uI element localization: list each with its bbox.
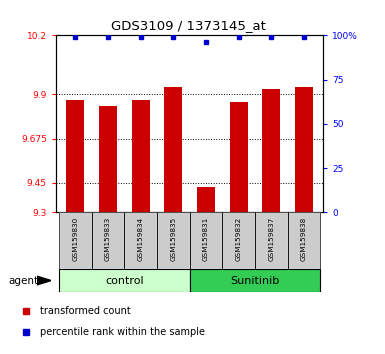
- Bar: [222, 212, 255, 269]
- Bar: [295, 86, 313, 212]
- Bar: [288, 212, 320, 269]
- Bar: [157, 212, 190, 269]
- Text: GDS3109 / 1373145_at: GDS3109 / 1373145_at: [111, 19, 266, 33]
- Text: agent: agent: [8, 275, 38, 286]
- Bar: [288, 212, 320, 269]
- Text: GSM159837: GSM159837: [268, 217, 274, 261]
- Text: Sunitinib: Sunitinib: [230, 275, 280, 286]
- Bar: [255, 212, 288, 269]
- Bar: [124, 212, 157, 269]
- Text: GSM159832: GSM159832: [236, 217, 241, 261]
- Bar: [59, 212, 92, 269]
- Bar: [67, 100, 84, 212]
- Bar: [92, 212, 124, 269]
- Bar: [99, 106, 117, 212]
- Text: GSM159834: GSM159834: [138, 217, 144, 261]
- Bar: [59, 212, 92, 269]
- Text: percentile rank within the sample: percentile rank within the sample: [40, 327, 205, 337]
- Text: GSM159833: GSM159833: [105, 217, 111, 261]
- Bar: [92, 212, 124, 269]
- Text: GSM159831: GSM159831: [203, 217, 209, 261]
- Bar: [190, 269, 320, 292]
- Bar: [197, 187, 215, 212]
- Text: GSM159835: GSM159835: [170, 217, 176, 261]
- Bar: [157, 212, 190, 269]
- Bar: [255, 212, 288, 269]
- Text: control: control: [105, 275, 144, 286]
- Bar: [229, 102, 248, 212]
- Bar: [262, 88, 280, 212]
- Text: GSM159838: GSM159838: [301, 217, 307, 261]
- Bar: [59, 269, 190, 292]
- Bar: [190, 212, 222, 269]
- Text: transformed count: transformed count: [40, 306, 131, 316]
- Bar: [222, 212, 255, 269]
- Bar: [164, 86, 182, 212]
- Bar: [132, 100, 150, 212]
- Bar: [190, 212, 222, 269]
- Bar: [124, 212, 157, 269]
- Text: GSM159830: GSM159830: [72, 217, 79, 261]
- Polygon shape: [37, 276, 51, 285]
